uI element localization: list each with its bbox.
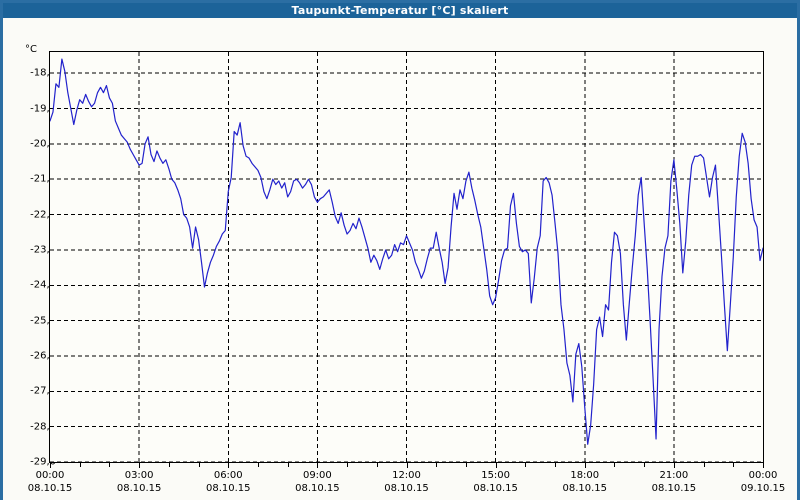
plot-area (49, 51, 764, 463)
x-axis-tick-label: 03:00 08.10.15 (117, 469, 162, 495)
x-tick-time: 18:00 (570, 470, 600, 481)
x-axis-tick-mark (584, 463, 586, 468)
x-tick-date: 09.10.15 (740, 483, 786, 494)
y-axis-tick-label: -23,0 (30, 244, 56, 256)
x-tick-date: 08.10.15 (295, 483, 340, 494)
x-axis-tick-label: 06:00 08.10.15 (206, 469, 251, 495)
x-tick-time: 00:00 (748, 470, 778, 481)
x-tick-date: 08.10.15 (116, 483, 162, 494)
x-axis-tick-mark (50, 463, 51, 468)
x-tick-date: 08.10.15 (384, 483, 429, 494)
x-axis-tick-mark (406, 463, 408, 468)
x-axis-tick-mark (79, 463, 81, 467)
x-tick-time: 00:00 (35, 470, 65, 481)
x-axis-tick-mark (614, 463, 616, 467)
x-tick-time: 21:00 (659, 470, 689, 481)
y-axis-tick-label: -24,0 (30, 279, 56, 291)
x-axis-tick-mark (733, 463, 735, 467)
y-axis-tick-label: -27,0 (30, 385, 56, 397)
x-axis-tick-mark (347, 463, 349, 467)
x-tick-date: 08.10.15 (562, 483, 608, 494)
x-axis-tick-mark (495, 463, 497, 468)
x-axis-tick-label: 12:00 08.10.15 (384, 469, 429, 495)
x-axis-tick-label: 00:00 08.10.15 (28, 469, 73, 495)
y-axis-tick-label: -20,0 (30, 138, 56, 150)
y-axis-tick-label: -18,0 (30, 67, 56, 79)
x-tick-date: 08.10.15 (473, 483, 518, 494)
x-axis-tick-mark (555, 463, 557, 467)
x-axis-tick-mark (763, 463, 764, 468)
x-axis-tick-label: 21:00 08.10.15 (652, 469, 697, 495)
x-tick-time: 15:00 (481, 470, 511, 481)
x-axis-tick-mark (376, 463, 378, 467)
chart-plot-svg (50, 52, 763, 462)
x-axis-tick-label: 09:00 08.10.15 (295, 469, 340, 495)
x-axis-tick-label: 00:00 09.10.15 (741, 469, 786, 495)
y-axis-tick-label: -25,0 (30, 315, 56, 327)
x-axis-tick-mark (703, 463, 705, 467)
x-axis-tick-mark (436, 463, 438, 467)
x-axis-tick-mark (673, 463, 675, 468)
x-tick-time: 06:00 (213, 470, 243, 481)
x-tick-date: 08.10.15 (651, 483, 697, 494)
x-axis-tick-mark (257, 463, 259, 467)
x-axis-tick-mark (287, 463, 289, 467)
x-tick-date: 08.10.15 (27, 483, 73, 494)
x-axis-tick-mark (109, 463, 111, 467)
x-tick-date: 08.10.15 (205, 483, 251, 494)
x-axis-tick-mark (168, 463, 170, 467)
x-axis-tick-mark (317, 463, 319, 468)
x-axis-tick-mark (198, 463, 200, 467)
x-axis-tick-mark (465, 463, 467, 467)
x-tick-time: 03:00 (124, 470, 154, 481)
window-title-bar: Taupunkt-Temperatur [°C] skaliert (3, 3, 797, 18)
chart-canvas: °C -18,0 -19,0 -20,0 -21,0 -22,0 -23,0 -24,0 -2… (3, 18, 797, 500)
x-axis-tick-mark (644, 463, 646, 467)
vertical-gridlines (138, 52, 675, 462)
x-axis-tick-label: 15:00 08.10.15 (473, 469, 518, 495)
y-axis-tick-label: -29,0 (30, 456, 56, 468)
page-title: Taupunkt-Temperatur [°C] skaliert (291, 4, 509, 17)
y-axis-tick-label: -28,0 (30, 421, 56, 433)
y-axis-tick-label: -26,0 (30, 350, 56, 362)
x-axis-tick-mark (525, 463, 527, 467)
y-axis-unit-label: °C (25, 44, 37, 55)
data-line-series (50, 58, 763, 445)
y-axis-tick-label: -21,0 (30, 173, 56, 185)
x-tick-time: 09:00 (302, 470, 332, 481)
x-axis-tick-mark (228, 463, 230, 468)
x-axis-tick-mark (139, 463, 141, 468)
data-series-group (50, 58, 763, 445)
y-axis-tick-label: -19,0 (30, 103, 56, 115)
y-axis-tick-label: -22,0 (30, 209, 56, 221)
x-axis-tick-label: 18:00 08.10.15 (562, 469, 607, 495)
x-tick-time: 12:00 (392, 470, 421, 481)
